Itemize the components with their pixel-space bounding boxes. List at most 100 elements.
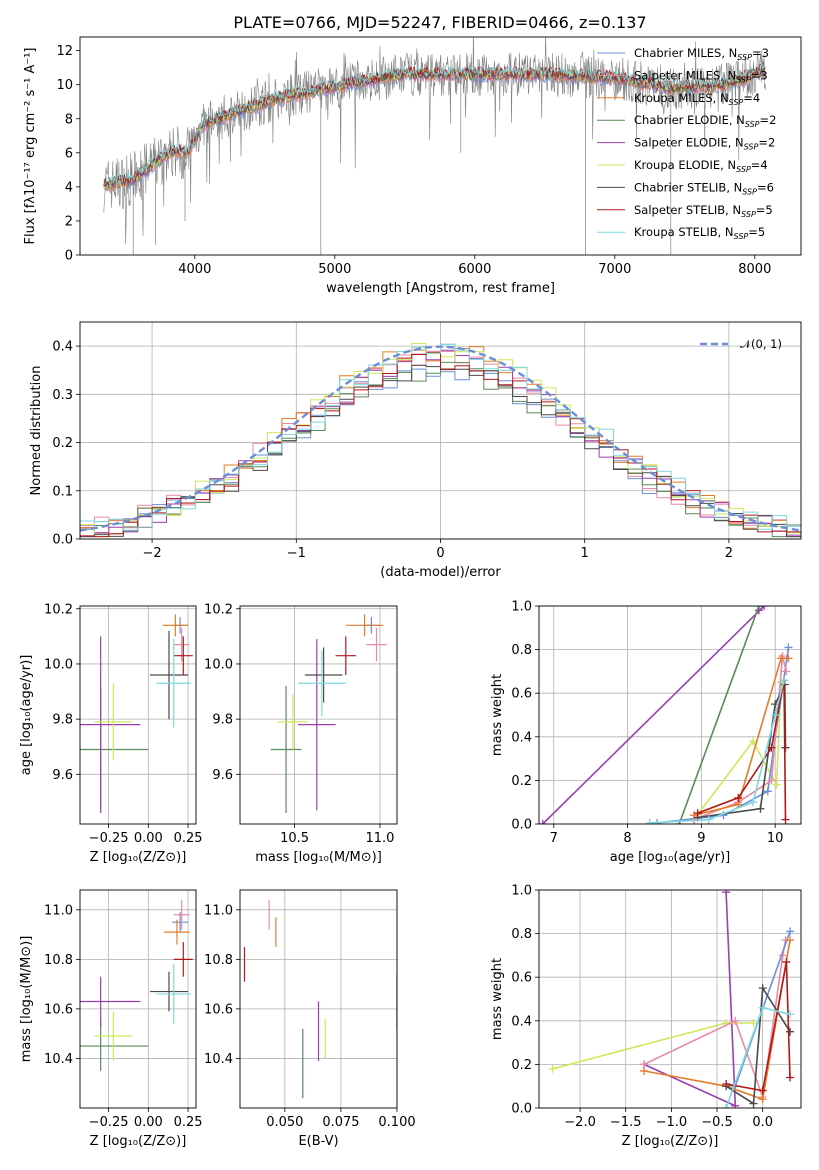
spectrum-legend: Chabrier MILES, NSSP=3 Salpeter MILES, NS…	[597, 46, 776, 241]
data-point-marker	[786, 936, 795, 945]
y-tick-label: 4	[65, 180, 73, 195]
data-point-marker	[731, 1101, 740, 1108]
x-tick-label: 10	[767, 831, 784, 846]
data-point-marker	[539, 820, 547, 824]
massweight_vs_age-grid	[539, 605, 801, 825]
y-tick-label: 10.6	[204, 1002, 233, 1017]
data-point-marker	[645, 818, 654, 824]
data-point-marker	[767, 776, 776, 785]
x-tick-label: −2	[143, 546, 162, 561]
mass_vs_Z-plot-area	[80, 899, 193, 1071]
age_vs_mass-plot-area	[270, 614, 387, 813]
y-tick-label: 10.6	[44, 1002, 73, 1017]
x-tick-label: 0.0	[752, 1115, 773, 1130]
x-axis-label: Z [log₁₀(Z/Z⊙)]	[90, 850, 187, 865]
spectrum-plot-area	[103, 37, 766, 255]
y-axis-label: mass weight	[490, 674, 505, 756]
x-axis-label: mass [log₁₀(M/M⊙)]	[255, 850, 382, 865]
x-tick-label: −1	[287, 546, 306, 561]
x-tick-label: 10.5	[280, 831, 309, 846]
data-point-marker	[786, 1010, 795, 1019]
x-tick-label: 0.050	[266, 1115, 303, 1130]
age_vs_mass-grid	[240, 606, 397, 824]
data-point-marker	[782, 957, 791, 966]
x-tick-label: −0.25	[89, 1115, 129, 1130]
y-tick-label: 0.4	[52, 340, 73, 355]
age-vs-z-panel: −0.25 0.00 0.25 9.6 9.8 10.0 10.2 Z [log₁₀(Z/Z⊙…	[19, 602, 203, 865]
legend-entry: Chabrier MILES, NSSP=3	[634, 46, 769, 62]
x-tick-label: −1.5	[610, 1115, 642, 1130]
y-tick-label: 0.6	[511, 971, 532, 986]
legend-entry: Kroupa MILES, NSSP=4	[634, 91, 760, 107]
y-tick-label: 9.8	[52, 713, 73, 728]
x-tick-label: 11.0	[365, 831, 394, 846]
data-point-marker	[784, 643, 793, 652]
y-axis-label: Flux [fλ10⁻¹⁷ erg cm⁻² s⁻¹ A⁻¹]	[23, 48, 38, 245]
y-tick-label: 0.2	[52, 436, 73, 451]
massweight_vs_age-frame	[538, 605, 802, 825]
data-point-marker	[693, 809, 702, 818]
legend-entry: Salpeter MILES, NSSP=3	[634, 68, 768, 84]
x-tick-label: 0.075	[322, 1115, 359, 1130]
y-tick-label: 0.8	[511, 927, 532, 942]
x-axis-label: Z [log₁₀(Z/Z⊙)]	[622, 1134, 719, 1149]
mass_vs_EBV-grid	[240, 890, 398, 1108]
x-tick-label: 0.00	[134, 831, 163, 846]
x-tick-label: 7	[550, 831, 558, 846]
y-tick-label: 10	[56, 78, 73, 93]
data-point-marker	[782, 667, 791, 676]
x-tick-label: 1	[581, 546, 589, 561]
y-tick-label: 9.6	[52, 768, 73, 783]
data-point-marker	[722, 890, 731, 897]
series-kroupa-elodie	[552, 1022, 754, 1070]
x-axis-label: wavelength [Angstrom, rest frame]	[326, 281, 555, 296]
y-tick-label: 10.2	[44, 602, 73, 617]
data-point-marker	[786, 1027, 795, 1036]
series-salpeter-stelib	[725, 961, 791, 1092]
x-tick-label: 0.25	[174, 1115, 203, 1130]
data-point-marker	[772, 780, 781, 789]
y-tick-label: 10.8	[204, 953, 233, 968]
series-kroupa-stelib	[649, 679, 785, 824]
data-point-marker	[639, 1066, 648, 1075]
x-tick-label: 0.25	[174, 831, 203, 846]
data-point-marker	[767, 743, 776, 752]
x-tick-label: 9	[697, 831, 705, 846]
y-tick-label: 10.2	[204, 602, 233, 617]
series-chabrier-stelib	[725, 985, 791, 1105]
histogram-kroupa-stelib	[80, 344, 801, 531]
data-point-marker	[777, 654, 786, 663]
y-tick-label: 0.8	[511, 643, 532, 658]
age_vs_Z-plot-area	[80, 614, 193, 813]
y-tick-label: 0.2	[511, 774, 532, 789]
massweight_vs_Z-frame	[538, 889, 802, 1109]
y-tick-label: 0	[65, 249, 73, 264]
x-axis-label: age [log₁₀(age/yr)]	[610, 850, 731, 865]
legend-entry: Chabrier ELODIE, NSSP=2	[634, 113, 776, 129]
data-point-marker	[786, 927, 795, 936]
y-tick-label: 6	[65, 146, 73, 161]
x-tick-label: 6000	[458, 262, 491, 277]
y-tick-label: 10.0	[44, 657, 73, 672]
data-point-marker	[722, 1104, 731, 1108]
y-tick-label: 9.8	[212, 713, 233, 728]
residuals-plot-area	[80, 343, 801, 538]
massweight_vs_age-plot-area	[539, 606, 793, 824]
data-point-marker	[758, 1086, 767, 1095]
mass_vs_Z-grid	[80, 890, 196, 1108]
x-tick-label: −0.25	[89, 831, 129, 846]
x-tick-label: 7000	[598, 262, 631, 277]
y-tick-label: 10.0	[204, 657, 233, 672]
data-point-marker	[731, 1016, 740, 1025]
x-axis-label: (data-model)/error	[380, 565, 501, 580]
model-kroupa-stelib	[103, 62, 766, 187]
x-tick-label: 8000	[738, 262, 771, 277]
data-point-marker	[760, 606, 769, 610]
series-salpeter-stelib	[697, 679, 787, 820]
x-tick-label: 4000	[178, 262, 211, 277]
x-tick-label: −1.0	[656, 1115, 688, 1130]
data-point-marker	[749, 737, 758, 746]
data-point-marker	[784, 654, 793, 663]
y-tick-label: 0.1	[52, 484, 73, 499]
normal-reference-curve	[80, 345, 801, 532]
